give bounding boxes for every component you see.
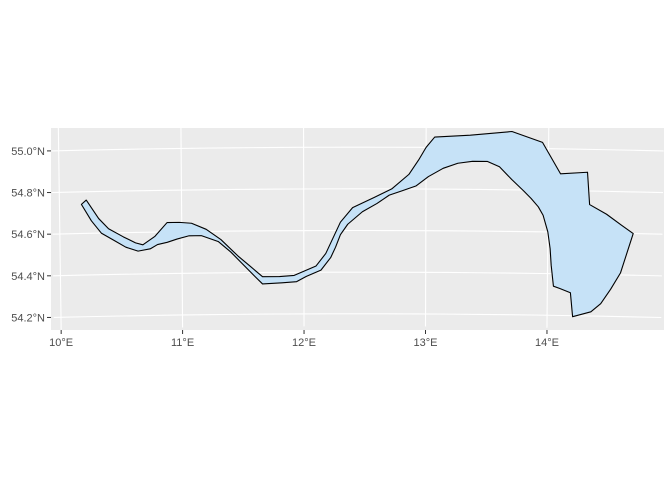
x-axis-tick-label: 13°E xyxy=(414,337,438,349)
x-axis-tick-label: 14°E xyxy=(535,337,559,349)
y-axis-tick-label: 54.8°N xyxy=(11,188,45,200)
x-axis-tick-label: 11°E xyxy=(171,337,194,349)
meridian-gridline xyxy=(57,127,62,330)
y-axis-tick-label: 54.6°N xyxy=(11,229,45,241)
x-axis-tick-label: 12°E xyxy=(292,337,316,349)
x-axis-tick-label: 10°E xyxy=(49,337,73,349)
y-axis-tick-label: 55.0°N xyxy=(11,146,45,158)
axis-labels: 10°E 11°E 12°E 13°E 14°E 54.2°N 54.4°N 54.6°N 54… xyxy=(11,146,559,349)
parallel-gridline xyxy=(53,313,662,319)
axis-ticks xyxy=(47,150,548,334)
y-axis-tick-label: 54.2°N xyxy=(11,312,45,324)
y-axis-tick-label: 54.4°N xyxy=(11,271,45,283)
parallel-gridline xyxy=(51,146,664,152)
region-layer xyxy=(80,130,634,318)
coastal-region-polygon xyxy=(80,130,634,318)
